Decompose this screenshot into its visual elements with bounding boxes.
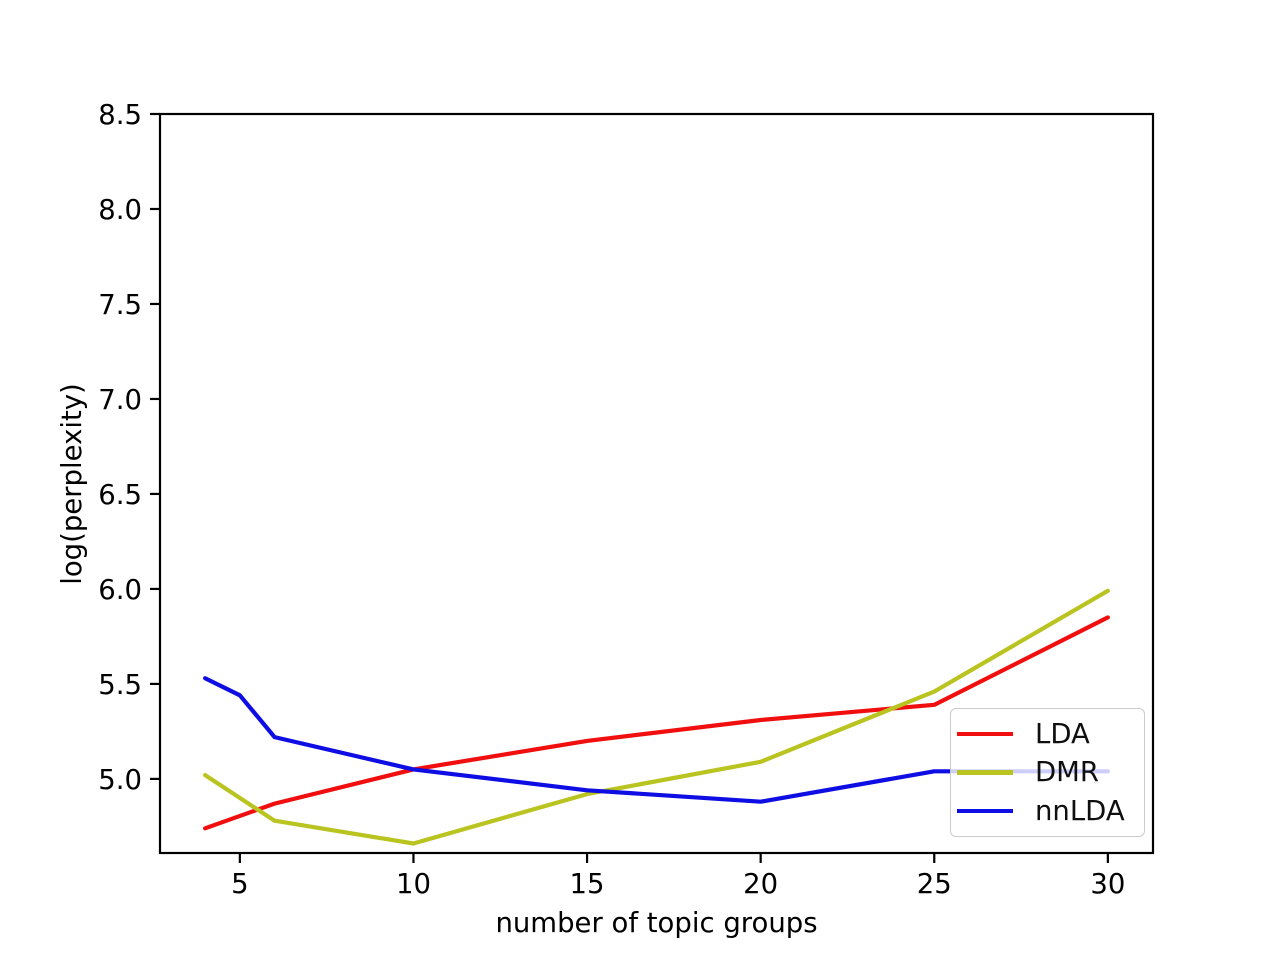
y-tick-label: 7.5 bbox=[98, 289, 142, 321]
y-tick-label: 6.5 bbox=[98, 479, 142, 511]
legend-label-lda: LDA bbox=[1035, 718, 1090, 751]
legend-label-nnlda: nnLDA bbox=[1035, 794, 1125, 827]
series-line-nnlda bbox=[203, 676, 1110, 804]
dmr-line-sample bbox=[957, 770, 1013, 775]
series-line-dmr bbox=[203, 588, 1110, 846]
legend-row-nnlda: nnLDA bbox=[957, 794, 1138, 827]
legend-label-dmr: DMR bbox=[1035, 756, 1100, 789]
y-tick-label: 6.0 bbox=[98, 574, 142, 606]
lda-line-sample bbox=[957, 732, 1013, 737]
y-tick-label: 7.0 bbox=[98, 384, 142, 416]
y-axis-label: log(perplexity) bbox=[56, 383, 88, 585]
legend: LDA DMR nnLDA bbox=[950, 708, 1145, 837]
x-tick-label: 20 bbox=[743, 868, 778, 900]
x-tick-label: 15 bbox=[570, 868, 605, 900]
y-tick-label: 8.0 bbox=[98, 194, 142, 226]
y-tick-label: 5.0 bbox=[98, 764, 142, 796]
x-tick-label: 30 bbox=[1090, 868, 1125, 900]
x-tick-label: 25 bbox=[917, 868, 952, 900]
x-axis-label: number of topic groups bbox=[495, 907, 818, 939]
y-tick-label: 8.5 bbox=[98, 99, 142, 131]
y-tick-label: 5.5 bbox=[98, 669, 142, 701]
x-tick-label: 10 bbox=[396, 868, 431, 900]
legend-row-lda: LDA bbox=[957, 719, 1138, 749]
series-line-lda bbox=[203, 615, 1110, 831]
plot-area-spines bbox=[158, 112, 1155, 855]
legend-row-dmr: DMR bbox=[957, 756, 1138, 789]
nnlda-line-sample bbox=[957, 808, 1013, 813]
x-tick-label: 5 bbox=[231, 868, 249, 900]
